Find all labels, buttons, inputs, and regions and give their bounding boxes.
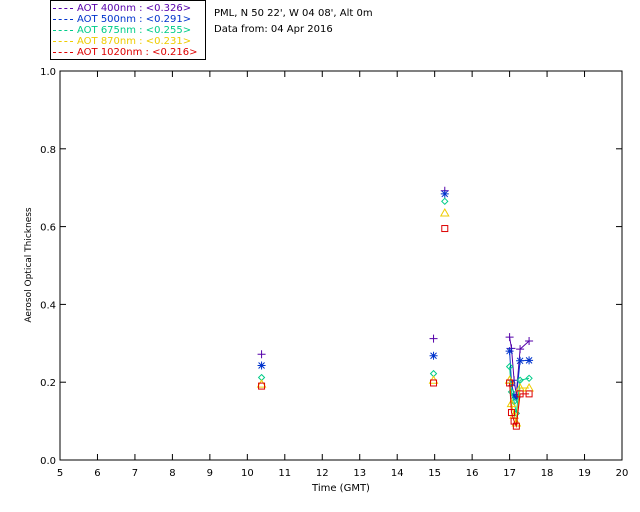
- data-point: [516, 345, 525, 354]
- legend-label: AOT 1020nm : <0.216>: [77, 47, 198, 58]
- legend-label: AOT 675nm : <0.255>: [77, 25, 192, 36]
- data-point: [441, 225, 449, 233]
- data-point: [505, 333, 514, 342]
- data-point: [516, 390, 524, 398]
- data-point: [512, 422, 520, 430]
- legend-label: AOT 400nm : <0.326>: [77, 3, 192, 14]
- x-tick-label: 5: [57, 468, 63, 479]
- series-aot-870nm: [256, 207, 534, 427]
- y-tick-label: 0.4: [40, 300, 56, 311]
- x-tick-label: 7: [132, 468, 138, 479]
- legend-line-swatch: [53, 40, 73, 42]
- x-tick-label: 11: [278, 468, 291, 479]
- x-tick-label: 20: [616, 468, 629, 479]
- legend-entry: AOT 400nm : <0.326>: [53, 3, 191, 14]
- legend-label: AOT 870nm : <0.231>: [77, 36, 192, 47]
- y-tick-label: 0.6: [40, 223, 56, 234]
- x-tick-label: 13: [353, 468, 366, 479]
- series-aot-1020nm: [258, 225, 533, 430]
- data-point: [525, 356, 534, 365]
- data-point: [505, 362, 514, 371]
- series-aot-400nm: [257, 186, 534, 399]
- x-tick-label: 9: [207, 468, 213, 479]
- data-point: [430, 379, 438, 387]
- data-point: [507, 388, 516, 396]
- plot-frame: [59, 70, 623, 461]
- data-point: [506, 379, 514, 387]
- x-tick-label: 19: [578, 468, 591, 479]
- data-point: [516, 356, 525, 365]
- x-tick-label: 14: [391, 468, 404, 479]
- data-point: [507, 409, 515, 417]
- data-point: [510, 417, 518, 425]
- legend-line-swatch: [53, 29, 73, 31]
- x-tick-label: 6: [94, 468, 100, 479]
- y-tick-label: 0.2: [40, 378, 56, 389]
- legend-label: AOT 500nm : <0.291>: [77, 14, 192, 25]
- data-point: [525, 390, 533, 398]
- x-tick-label: 10: [241, 468, 254, 479]
- legend-entry: AOT 1020nm : <0.216>: [53, 47, 197, 58]
- series-aot-675nm: [257, 197, 533, 418]
- y-tick-label: 1.0: [40, 67, 56, 78]
- data-point: [512, 393, 521, 402]
- y-tick-label: 0.8: [40, 145, 56, 156]
- x-tick-label: 8: [169, 468, 175, 479]
- date-info: Data from: 04 Apr 2016: [214, 24, 333, 35]
- x-tick-label: 17: [503, 468, 516, 479]
- x-tick-label: 18: [541, 468, 554, 479]
- data-point: [257, 350, 266, 359]
- legend-line-swatch: [53, 7, 73, 9]
- legend-line-swatch: [53, 18, 73, 20]
- data-point: [525, 336, 534, 345]
- data-point: [258, 382, 266, 390]
- x-axis-label: Time (GMT): [311, 483, 370, 494]
- data-point: [440, 189, 449, 198]
- data-point: [441, 197, 449, 206]
- x-tick-label: 15: [428, 468, 441, 479]
- y-axis-label: Aerosol Optical Thickness: [24, 207, 34, 323]
- series-aot-500nm: [257, 189, 534, 402]
- legend-entry: AOT 675nm : <0.255>: [53, 25, 191, 36]
- legend-line-swatch: [53, 51, 73, 53]
- x-tick-label: 12: [316, 468, 329, 479]
- data-point: [505, 347, 514, 356]
- legend: AOT 400nm : <0.326> AOT 500nm : <0.291> AO…: [50, 0, 206, 60]
- site-info: PML, N 50 22', W 04 08', Alt 0m: [214, 8, 373, 19]
- data-point: [439, 207, 450, 217]
- data-point: [429, 334, 438, 343]
- legend-entry: AOT 500nm : <0.291>: [53, 14, 191, 25]
- data-point: [429, 351, 438, 360]
- data-point: [256, 379, 267, 388]
- series-line: [509, 366, 530, 414]
- x-tick-label: 16: [466, 468, 479, 479]
- data-point: [257, 361, 266, 370]
- y-tick-label: 0.0: [40, 456, 56, 467]
- legend-entry: AOT 870nm : <0.231>: [53, 36, 191, 47]
- data-point: [525, 374, 533, 383]
